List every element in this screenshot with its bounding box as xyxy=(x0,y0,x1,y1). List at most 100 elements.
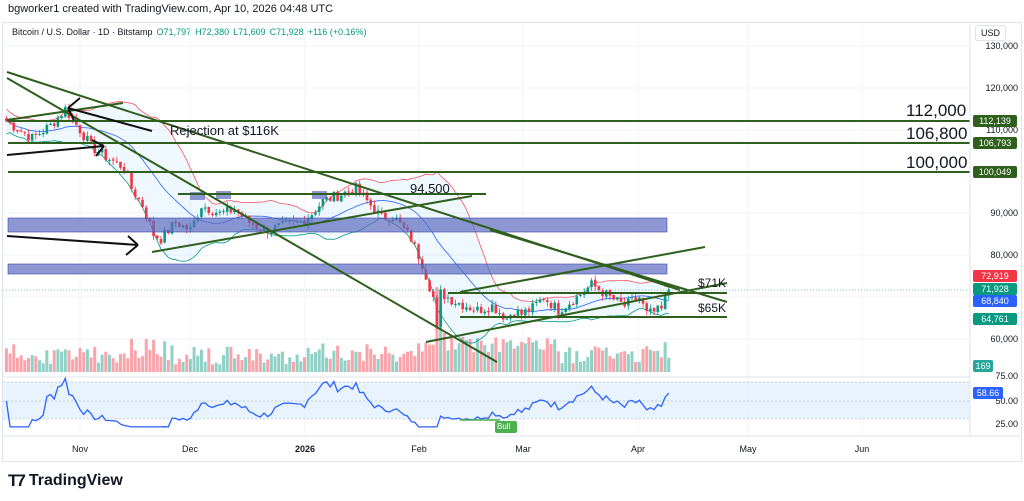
volume-bar xyxy=(148,349,152,372)
volume-bar xyxy=(8,353,12,372)
volume-bar xyxy=(582,360,586,372)
date-tick: Nov xyxy=(71,444,89,454)
volume-bar xyxy=(387,353,391,372)
volume-bar xyxy=(516,345,520,372)
candle xyxy=(67,107,71,118)
volume-bar xyxy=(328,358,332,372)
candle xyxy=(428,280,431,292)
candle xyxy=(579,294,582,296)
tradingview-logo[interactable]: T7 TradingView xyxy=(8,471,123,491)
date-tick: May xyxy=(739,444,757,454)
candle xyxy=(60,115,63,119)
candle xyxy=(487,310,490,313)
candle xyxy=(590,280,593,287)
volume-bar xyxy=(608,356,612,372)
volume-bar xyxy=(354,351,358,372)
volume-bar xyxy=(56,349,60,372)
candle xyxy=(615,297,619,300)
volume-bar xyxy=(166,359,170,372)
volume-bar xyxy=(144,338,148,372)
candle xyxy=(645,303,649,312)
arrow-icon xyxy=(67,97,153,132)
candle xyxy=(409,230,413,242)
candle xyxy=(115,161,119,163)
candle xyxy=(207,207,211,214)
date-tick: Feb xyxy=(411,444,427,454)
candle xyxy=(111,159,115,161)
tradingview-logo-icon: T7 xyxy=(8,471,26,490)
volume-bar xyxy=(435,287,439,372)
volume-bar xyxy=(542,349,546,372)
volume-bar xyxy=(251,360,255,372)
volume-bar xyxy=(483,345,487,372)
candle xyxy=(347,191,350,193)
candle xyxy=(560,312,564,315)
tag-rsi: 58.66 xyxy=(973,387,1003,399)
candle xyxy=(575,296,579,305)
candle xyxy=(163,229,166,243)
high-value: H72,380 xyxy=(195,27,230,37)
open-value: O71,797 xyxy=(156,27,192,37)
volume-bar xyxy=(317,349,321,372)
candle xyxy=(476,306,479,311)
volume-bar xyxy=(269,353,273,372)
volume-bar xyxy=(520,341,524,372)
volume-bar xyxy=(291,361,295,372)
candle xyxy=(203,207,207,209)
candle xyxy=(557,303,560,315)
candle xyxy=(468,307,472,311)
arrows xyxy=(6,97,153,256)
candle xyxy=(535,302,538,304)
volume-bar xyxy=(49,363,53,372)
candle xyxy=(553,302,557,309)
candle xyxy=(568,304,571,310)
date-tick: Jun xyxy=(854,444,870,454)
price-tick: 90,000 xyxy=(990,208,1018,218)
volume-bar xyxy=(372,354,376,372)
tag-volume: 169 xyxy=(973,360,993,372)
volume-bar xyxy=(280,351,284,372)
volume-bar xyxy=(380,353,384,372)
volume-bar xyxy=(244,357,248,372)
candle xyxy=(612,294,615,300)
candle xyxy=(457,303,461,305)
candle xyxy=(494,305,498,314)
volume-bar xyxy=(450,337,454,372)
volume-bar xyxy=(141,356,145,372)
chart-frame[interactable] xyxy=(2,22,1022,462)
volume-bar xyxy=(118,354,122,372)
trend-lines[interactable] xyxy=(6,71,970,363)
candle xyxy=(144,207,148,219)
volume-bar xyxy=(501,339,505,372)
volume-bar xyxy=(490,343,494,372)
price-tick: 120,000 xyxy=(985,83,1018,93)
candle xyxy=(52,123,56,127)
volume-bar xyxy=(494,337,498,372)
candle xyxy=(34,133,38,135)
volume-bar xyxy=(236,354,240,372)
candle xyxy=(23,132,27,134)
candle xyxy=(218,211,222,213)
volume-bar xyxy=(457,343,461,372)
candle xyxy=(45,125,49,134)
volume-bar xyxy=(645,346,649,372)
candle xyxy=(652,307,656,312)
change-value: +116 (+0.16%) xyxy=(307,27,367,37)
volume-bar xyxy=(233,358,237,372)
candle xyxy=(490,304,494,312)
label-65k: $65K xyxy=(698,301,727,315)
volume-bar xyxy=(107,354,111,372)
downtrend-line-2 xyxy=(6,77,498,363)
volume-bar xyxy=(527,337,531,372)
volume-bar xyxy=(431,344,435,372)
candle xyxy=(649,308,652,312)
volume-bar xyxy=(207,348,211,372)
volume-bar xyxy=(656,350,660,372)
candle xyxy=(365,192,369,201)
volume-bar xyxy=(34,356,38,372)
volume-bar xyxy=(402,353,406,372)
volume-bar xyxy=(505,342,509,372)
currency-button[interactable]: USD xyxy=(975,25,1007,41)
volume-bar xyxy=(376,358,380,372)
